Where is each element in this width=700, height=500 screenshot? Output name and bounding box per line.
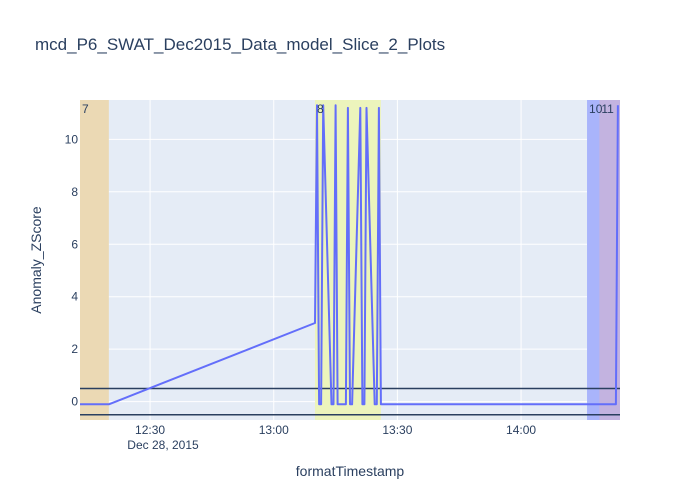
x-tick-label: 13:00	[259, 423, 289, 437]
x-tick-label: 12:30	[135, 423, 165, 437]
chart-title: mcd_P6_SWAT_Dec2015_Data_model_Slice_2_P…	[35, 35, 445, 54]
y-tick-label: 4	[71, 290, 78, 304]
x-tick-label: 13:30	[382, 423, 412, 437]
band-label-7: 7	[82, 102, 89, 116]
series	[80, 104, 619, 406]
band-label-10: 10	[589, 102, 603, 116]
y-tick-label: 10	[65, 132, 79, 146]
band-label-8: 8	[317, 102, 324, 116]
band-label-11: 11	[601, 102, 614, 116]
x-axis-title: formatTimestamp	[296, 463, 405, 479]
band-11	[599, 100, 620, 420]
band-labels: 7 8 10 11	[82, 102, 614, 116]
y-axis-title: Anomaly_ZScore	[28, 206, 44, 314]
y-ticks: 0 2 4 6 8 10	[65, 132, 79, 408]
y-tick-label: 8	[71, 185, 78, 199]
x-ticks: 12:30 13:00 13:30 14:00	[135, 423, 536, 437]
y-tick-label: 2	[71, 342, 78, 356]
x-date-label: Dec 28, 2015	[127, 438, 199, 452]
x-tick-label: 14:00	[506, 423, 536, 437]
y-tick-label: 0	[71, 395, 78, 409]
highlight-bands	[80, 100, 620, 420]
series-line-0	[80, 104, 619, 406]
band-7	[80, 100, 109, 420]
y-tick-label: 6	[71, 237, 78, 251]
